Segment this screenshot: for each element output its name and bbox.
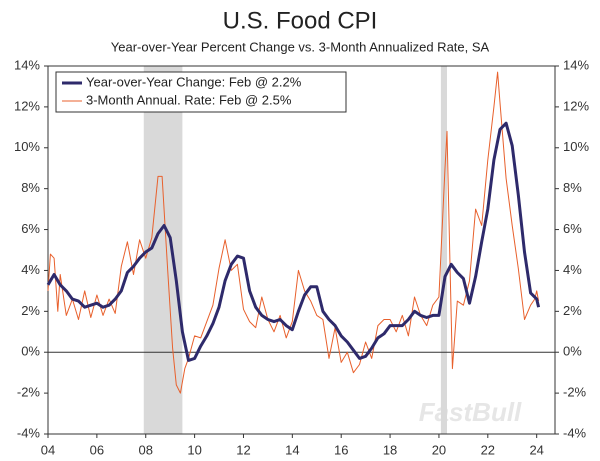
y2-tick-label: 8% <box>563 180 582 195</box>
x-tick-label: 08 <box>139 442 153 457</box>
y-tick-label: 8% <box>21 180 40 195</box>
y-tick-label: -4% <box>17 425 41 440</box>
y2-tick-label: 14% <box>563 57 589 72</box>
y2-tick-label: 4% <box>563 262 582 277</box>
chart-subtitle: Year-over-Year Percent Change vs. 3-Mont… <box>111 39 490 54</box>
x-tick-label: 10 <box>187 442 201 457</box>
legend-label: Year-over-Year Change: Feb @ 2.2% <box>86 74 302 89</box>
y-tick-label: 10% <box>14 139 40 154</box>
watermark: FastBull <box>419 397 522 427</box>
y2-tick-label: 12% <box>563 98 589 113</box>
y2-tick-label: -2% <box>563 385 587 400</box>
y2-tick-label: 6% <box>563 221 582 236</box>
y2-tick-label: 10% <box>563 139 589 154</box>
y-tick-label: 2% <box>21 303 40 318</box>
y-tick-label: 4% <box>21 262 40 277</box>
shaded-period <box>440 66 448 434</box>
x-tick-label: 22 <box>481 442 495 457</box>
y2-tick-label: 2% <box>563 303 582 318</box>
legend-label: 3-Month Annual. Rate: Feb @ 2.5% <box>86 92 292 107</box>
plot-frame <box>47 65 556 435</box>
y-tick-label: 0% <box>21 344 40 359</box>
x-tick-label: 04 <box>41 442 55 457</box>
x-tick-label: 14 <box>285 442 299 457</box>
y-tick-label: -2% <box>17 385 41 400</box>
x-tick-label: 24 <box>529 442 543 457</box>
x-tick-label: 12 <box>236 442 250 457</box>
y2-tick-label: -4% <box>563 425 587 440</box>
y-tick-label: 6% <box>21 221 40 236</box>
y-tick-label: 12% <box>14 98 40 113</box>
x-tick-label: 18 <box>383 442 397 457</box>
x-tick-label: 16 <box>334 442 348 457</box>
series-line <box>46 121 541 362</box>
y2-tick-label: 0% <box>563 344 582 359</box>
x-tick-label: 20 <box>432 442 446 457</box>
chart-title: U.S. Food CPI <box>223 7 378 34</box>
series-line <box>47 71 540 394</box>
legend-box <box>55 71 347 113</box>
y-tick-label: 14% <box>14 57 40 72</box>
x-tick-label: 06 <box>90 442 104 457</box>
